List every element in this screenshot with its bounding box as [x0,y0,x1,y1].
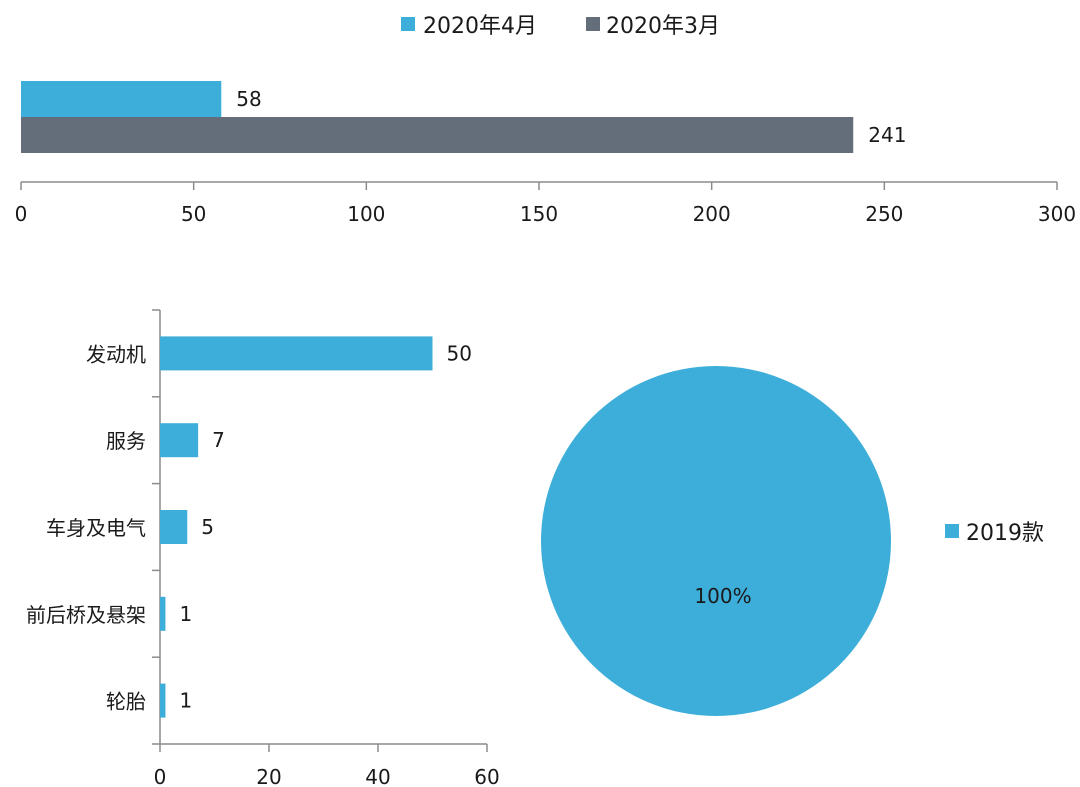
chart2-tick-label: 20 [256,765,281,787]
chart1-legend-swatch-2 [586,17,600,31]
chart2-bar [160,336,433,371]
chart2-data-label: 1 [179,602,192,626]
chart1-tick-label: 100 [347,202,385,226]
chart1-x-ticks: 0 50 100 150 200 250 300 [15,182,1076,226]
chart2-data-label: 1 [179,689,192,713]
chart1-bar-series-2 [21,117,854,153]
pie-slice-2019 [541,366,891,716]
chart1-data-label-2: 241 [868,123,906,147]
chart1-plot: 58 241 0 50 100 150 200 250 300 [15,81,1076,226]
chart1-data-label-1: 58 [236,87,261,111]
chart1-legend-label-1: 2020年4月 [423,14,537,39]
chart2-category-label: 发动机 [86,342,146,366]
chart1-legend-label-2: 2020年3月 [606,14,720,39]
chart2-plot: 发动机 50 服务 7 车身及电气 5 前后桥及悬架 1 轮胎 1 0 20 40 60 [26,309,500,787]
chart2-data-label: 7 [212,428,225,452]
pie-legend-swatch [945,524,959,538]
chart2-bar [160,510,188,544]
chart1-tick-label: 0 [15,202,28,226]
chart2-category-label: 服务 [106,429,146,453]
chart2-x-ticks: 0 20 40 60 [154,744,500,787]
chart2-data-label: 50 [447,341,472,365]
chart1-legend-swatch-1 [401,17,415,31]
chart1-tick-label: 50 [181,202,206,226]
chart2-categories: 发动机 50 服务 7 车身及电气 5 前后桥及悬架 1 轮胎 1 [26,309,472,745]
chart2-category-label: 轮胎 [106,690,146,714]
chart2-bar [160,683,166,718]
chart1-bar-series-1 [21,81,222,117]
chart1-tick-label: 300 [1038,202,1076,226]
chart2-category-label: 车身及电气 [46,516,146,540]
pie-legend-label: 2019款 [966,521,1044,546]
chart2-data-label: 5 [201,515,214,539]
chart1-legend: 2020年4月 2020年3月 [401,14,720,39]
chart3-pie: 100% 2019款 [541,366,1044,716]
chart2-bar [160,423,199,458]
chart1-tick-label: 150 [520,202,558,226]
chart2-tick-label: 0 [154,765,167,787]
chart2-tick-label: 60 [474,765,499,787]
chart1-tick-label: 200 [693,202,731,226]
chart2-bar [160,596,166,631]
chart2-category-label: 前后桥及悬架 [26,603,146,627]
pie-slice-label: 100% [694,584,751,608]
chart1-tick-label: 250 [865,202,903,226]
chart2-tick-label: 40 [365,765,390,787]
